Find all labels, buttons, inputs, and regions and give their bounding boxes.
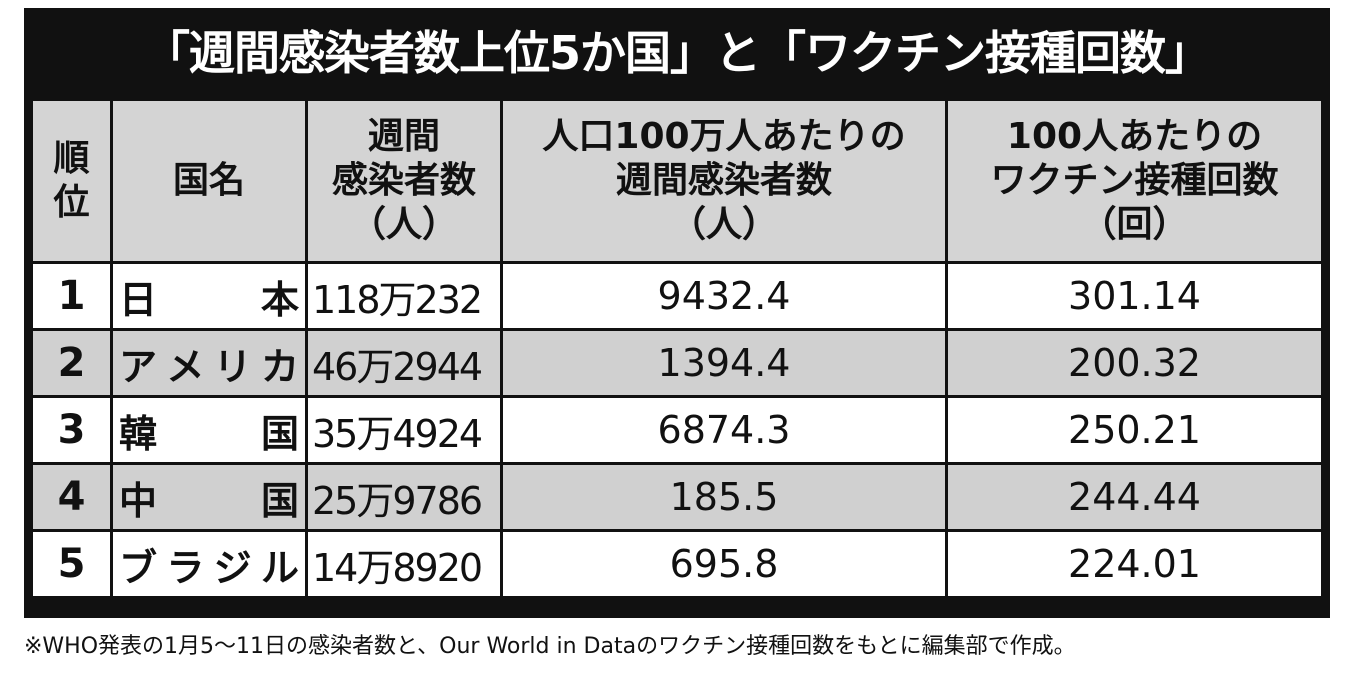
table-frame: 「週間感染者数上位5か国」と「ワクチン接種回数」 順位国名 週間 感染者数 （人） 人口… <box>24 8 1330 618</box>
header-cell: 週間 感染者数 （人） <box>305 98 503 264</box>
header-line: 週間 <box>367 116 440 157</box>
country-name: 韓国 <box>119 403 299 458</box>
cell-name: 韓国 <box>110 395 308 465</box>
char: 国 <box>260 411 299 456</box>
cell-vac: 200.32 <box>945 328 1324 398</box>
cell-weekly: 46万2944 <box>305 328 503 398</box>
cell-rank: 5 <box>30 529 113 599</box>
cell-per: 6874.3 <box>500 395 948 465</box>
header-line: ワクチン接種回数 <box>990 160 1279 201</box>
header-line: 100人あたりの <box>1006 116 1263 157</box>
char: メ <box>166 344 205 389</box>
cell-weekly: 25万9786 <box>305 462 503 532</box>
cell-weekly: 118万232 <box>305 261 503 331</box>
title: 「週間感染者数上位5か国」と「ワクチン接種回数」 <box>143 26 1211 80</box>
cell-name: アメリカ <box>110 328 308 398</box>
header-line: 国名 <box>172 160 245 201</box>
char: リ <box>213 344 252 389</box>
footnote: ※WHO発表の1月5～11日の感染者数と、Our World in Dataのワ… <box>24 634 1076 659</box>
country-name: 日本 <box>119 269 299 324</box>
cell-rank: 2 <box>30 328 113 398</box>
header-line: （人） <box>349 204 458 245</box>
header-line: 位 <box>53 182 90 223</box>
cell-vac: 244.44 <box>945 462 1324 532</box>
header-cell: 国名 <box>110 98 308 264</box>
cell-vac: 224.01 <box>945 529 1324 599</box>
table-row: 1 日本 118万232 9432.4 301.14 <box>30 261 1324 331</box>
char: ジ <box>213 545 252 590</box>
cell-vac: 250.21 <box>945 395 1324 465</box>
cell-name: ブラジル <box>110 529 308 599</box>
char: 韓 <box>119 411 158 456</box>
cell-weekly: 14万8920 <box>305 529 503 599</box>
char: 中 <box>119 478 158 523</box>
cell-rank: 3 <box>30 395 113 465</box>
cell-per: 1394.4 <box>500 328 948 398</box>
cell-per: 9432.4 <box>500 261 948 331</box>
header-cell: 100人あたりの ワクチン接種回数 （回） <box>945 98 1324 264</box>
cell-per: 185.5 <box>500 462 948 532</box>
table-row: 2 アメリカ 46万2944 1394.4 200.32 <box>30 328 1324 398</box>
char: ア <box>119 344 158 389</box>
header-line: 感染者数 <box>331 160 476 201</box>
cell-name: 日本 <box>110 261 308 331</box>
char: 日 <box>119 277 158 322</box>
country-name: アメリカ <box>119 336 299 391</box>
header-cell: 順位 <box>30 98 113 264</box>
header-line: （回） <box>1080 204 1189 245</box>
cell-name: 中国 <box>110 462 308 532</box>
cell-rank: 1 <box>30 261 113 331</box>
table-body: 1 日本 118万232 9432.4 301.14 2 アメリカ 46万2944 1394.4… <box>30 261 1324 599</box>
cell-weekly: 35万4924 <box>305 395 503 465</box>
char: ラ <box>166 545 205 590</box>
country-name: 中国 <box>119 470 299 525</box>
cell-per: 695.8 <box>500 529 948 599</box>
char: 国 <box>260 478 299 523</box>
table: 順位国名 週間 感染者数 （人） 人口100万人あたりの 週間感染者数 （人） 100人あたり… <box>30 98 1324 599</box>
cell-rank: 4 <box>30 462 113 532</box>
table-row: 5 ブラジル 14万8920 695.8 224.01 <box>30 529 1324 599</box>
header-line: （人） <box>669 204 778 245</box>
char: ル <box>260 545 299 590</box>
char: ブ <box>119 545 158 590</box>
header-cell: 人口100万人あたりの 週間感染者数 （人） <box>500 98 948 264</box>
header-line: 順 <box>53 138 90 179</box>
char: 本 <box>260 277 299 322</box>
header-line: 週間感染者数 <box>615 160 832 201</box>
cell-vac: 301.14 <box>945 261 1324 331</box>
header-row: 順位国名 週間 感染者数 （人） 人口100万人あたりの 週間感染者数 （人） 100人あたり… <box>30 98 1324 264</box>
char: カ <box>260 344 299 389</box>
table-row: 3 韓国 35万4924 6874.3 250.21 <box>30 395 1324 465</box>
table-row: 4 中国 25万9786 185.5 244.44 <box>30 462 1324 532</box>
country-name: ブラジル <box>119 537 299 592</box>
header-line: 人口100万人あたりの <box>542 116 906 157</box>
